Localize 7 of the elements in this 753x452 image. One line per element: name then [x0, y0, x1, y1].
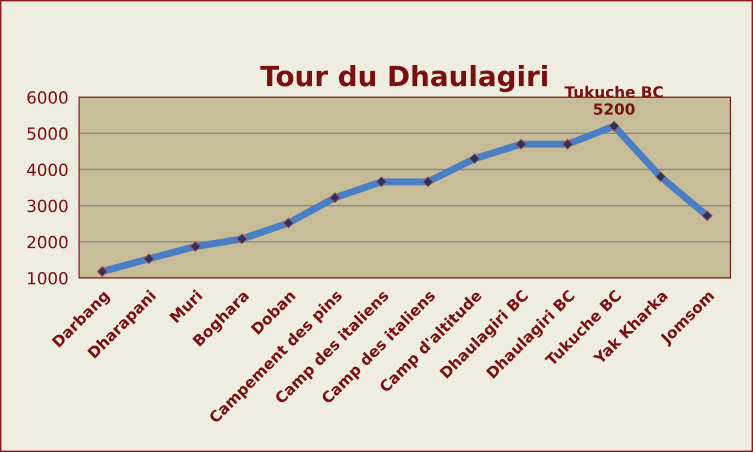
y-tick-label: 3000 — [28, 200, 68, 212]
y-tick-label: 1000 — [28, 272, 68, 285]
y-tick-label: 5000 — [28, 127, 68, 140]
chart-title: Tour du Dhaulagiri — [260, 64, 547, 92]
y-tick-label: 4000 — [27, 163, 68, 176]
y-tick-label: 6000 — [27, 91, 68, 104]
y-tick-label: 2000 — [27, 236, 68, 248]
